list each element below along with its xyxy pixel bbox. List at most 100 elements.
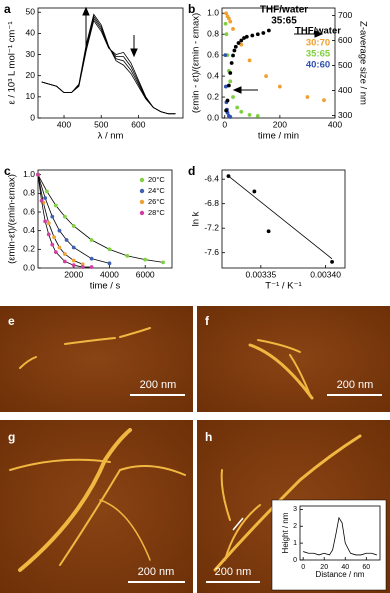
- data-point: [53, 250, 58, 255]
- x-tick-label: 400: [328, 119, 342, 129]
- series-line: [37, 174, 92, 268]
- panel-label: b: [188, 2, 195, 16]
- y2-tick-label: 400: [338, 85, 352, 95]
- annotation: 35:65: [271, 16, 297, 27]
- data-point: [239, 42, 244, 47]
- y-tick-label: 0.0: [207, 112, 219, 122]
- data-point: [50, 214, 55, 219]
- y-tick-label: 10: [26, 91, 36, 101]
- data-point: [266, 229, 271, 234]
- plot-frame: [221, 7, 336, 119]
- data-point: [224, 108, 229, 113]
- legend-label: 26°C: [148, 197, 165, 206]
- legend-label: 35:65: [306, 49, 331, 60]
- x-tick-label: 400: [57, 119, 71, 129]
- series-line: [37, 174, 164, 263]
- data-point: [62, 214, 67, 219]
- data-point: [264, 74, 268, 78]
- y-axis-label: (εmin - εt)/(εmin - εmax): [191, 13, 202, 113]
- data-point: [46, 232, 51, 237]
- data-point: [89, 265, 94, 269]
- data-point: [125, 253, 130, 258]
- data-point: [71, 258, 76, 263]
- x-tick-label: 6000: [136, 269, 155, 279]
- panel-label: e: [8, 314, 15, 328]
- panel-label: c: [4, 164, 11, 178]
- data-point: [255, 32, 260, 37]
- data-point: [71, 224, 76, 228]
- data-point: [261, 31, 266, 35]
- scale-bar-label: 200 nm: [140, 379, 177, 391]
- afm-e: e 200 nm: [0, 306, 193, 412]
- x-axis-label: T⁻¹ / K⁻¹: [265, 281, 301, 292]
- data-point: [330, 259, 334, 264]
- data-point: [43, 219, 48, 224]
- x-tick-label: 0: [222, 119, 227, 129]
- data-point: [266, 28, 271, 33]
- x-axis-label: Distance / nm: [316, 570, 365, 579]
- x-axis-label: λ / nm: [98, 131, 124, 142]
- y-tick-label: 30: [26, 49, 36, 59]
- data-point: [228, 79, 233, 84]
- data-point: [52, 235, 56, 240]
- data-point: [43, 196, 48, 200]
- data-point: [89, 256, 94, 261]
- plot-frame: [37, 169, 173, 269]
- data-point: [89, 238, 94, 242]
- data-point: [228, 115, 233, 119]
- series-line: [41, 17, 176, 115]
- data-point: [107, 247, 112, 252]
- panel-label: h: [205, 430, 212, 444]
- afm-h: h 200 nm: [197, 420, 390, 593]
- x-axis-label: time / s: [90, 281, 121, 292]
- data-point: [231, 53, 235, 58]
- x-tick-label: 0.00335: [245, 269, 276, 279]
- data-point: [46, 221, 51, 226]
- x-tick-label: 0: [301, 564, 305, 571]
- x-tick-label: 600: [131, 119, 145, 129]
- series-line: [228, 175, 333, 260]
- data-point: [247, 112, 252, 117]
- data-point: [233, 44, 238, 49]
- y-tick-label: 1.0: [207, 7, 219, 17]
- legend-marker: [139, 188, 145, 194]
- annotation: THF/water: [260, 5, 308, 16]
- data-point: [71, 245, 76, 250]
- panel-label: g: [8, 430, 15, 444]
- chart: c 2000 4000 6000 0.0 0.2 0.4 0.6 0.8 1.0 time / s (…: [4, 164, 173, 292]
- data-point: [232, 48, 237, 53]
- arrows: [82, 6, 324, 94]
- legend-label: 28°C: [148, 208, 165, 217]
- data-point: [305, 95, 310, 99]
- plot-frame: [221, 169, 346, 269]
- series-line: [41, 19, 176, 115]
- y-tick-label: 3: [293, 506, 297, 513]
- data-point: [36, 172, 40, 177]
- y2-tick-label: 500: [338, 60, 352, 70]
- y2-tick-label: 300: [338, 110, 352, 120]
- data-point: [39, 198, 44, 203]
- y-tick-label: -6.8: [204, 198, 219, 208]
- scale-bar-label: 200 nm: [138, 566, 175, 578]
- chart: d 0.00335 0.00340 -6.4 -6.8 -7.2 -7.6 T⁻¹ / K⁻¹…: [188, 164, 346, 292]
- data-point: [143, 257, 148, 262]
- data-point: [255, 114, 260, 118]
- data-point: [322, 98, 326, 103]
- panel-label: a: [4, 2, 11, 16]
- data-point: [236, 41, 241, 45]
- legend-marker: [139, 177, 145, 183]
- data-point: [64, 238, 69, 242]
- x-tick-label: 0.00340: [310, 269, 341, 279]
- data-point: [228, 19, 233, 24]
- data-point: [223, 53, 228, 58]
- y-tick-label: 0.2: [207, 91, 219, 101]
- chart: 0 20 40 60 0 1 2 3 Distance / nm Height / nm: [281, 505, 381, 579]
- data-point: [277, 84, 282, 89]
- data-point: [244, 34, 249, 39]
- series-line: [37, 174, 110, 264]
- y-tick-label: -6.4: [204, 173, 219, 183]
- y-tick-label: 50: [26, 6, 36, 16]
- data-point: [62, 252, 67, 256]
- data-point: [239, 109, 244, 114]
- data-point: [228, 71, 233, 75]
